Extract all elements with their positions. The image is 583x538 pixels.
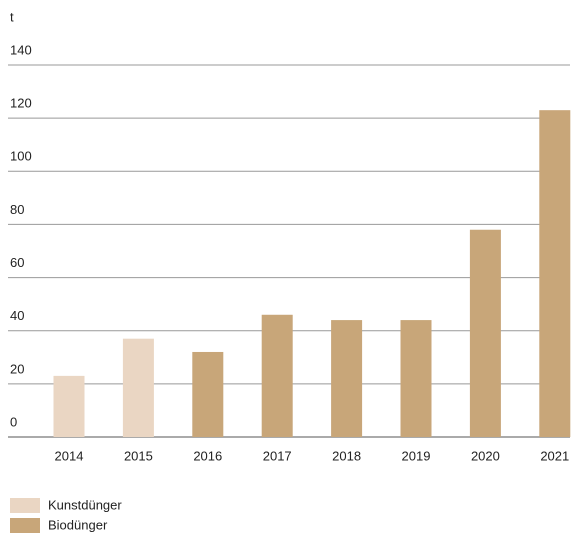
y-tick-label: 120	[10, 96, 32, 111]
legend-label: Biodünger	[48, 517, 108, 532]
x-tick-label: 2021	[540, 448, 569, 463]
bar	[192, 351, 224, 437]
y-tick-label: 80	[10, 202, 24, 217]
bar	[469, 229, 501, 437]
x-tick-label: 2018	[332, 448, 361, 463]
x-tick-label: 2015	[124, 448, 153, 463]
x-tick-label: 2016	[193, 448, 222, 463]
bar	[539, 110, 571, 438]
legend-swatch	[10, 518, 40, 533]
y-tick-label: 20	[10, 361, 24, 376]
x-tick-label: 2014	[55, 448, 84, 463]
bar	[400, 320, 432, 437]
bar	[261, 314, 293, 437]
x-tick-label: 2020	[471, 448, 500, 463]
y-tick-label: 60	[10, 255, 24, 270]
x-tick-label: 2017	[263, 448, 292, 463]
x-tick-label: 2019	[402, 448, 431, 463]
y-axis-label: t	[10, 9, 14, 24]
y-tick-label: 140	[10, 42, 32, 57]
legend-label: Kunstdünger	[48, 497, 122, 512]
bar	[53, 375, 85, 437]
legend-swatch	[10, 498, 40, 513]
bar	[331, 320, 363, 437]
bar	[122, 338, 154, 437]
y-tick-label: 100	[10, 149, 32, 164]
y-tick-label: 40	[10, 308, 24, 323]
y-tick-label: 0	[10, 414, 17, 429]
